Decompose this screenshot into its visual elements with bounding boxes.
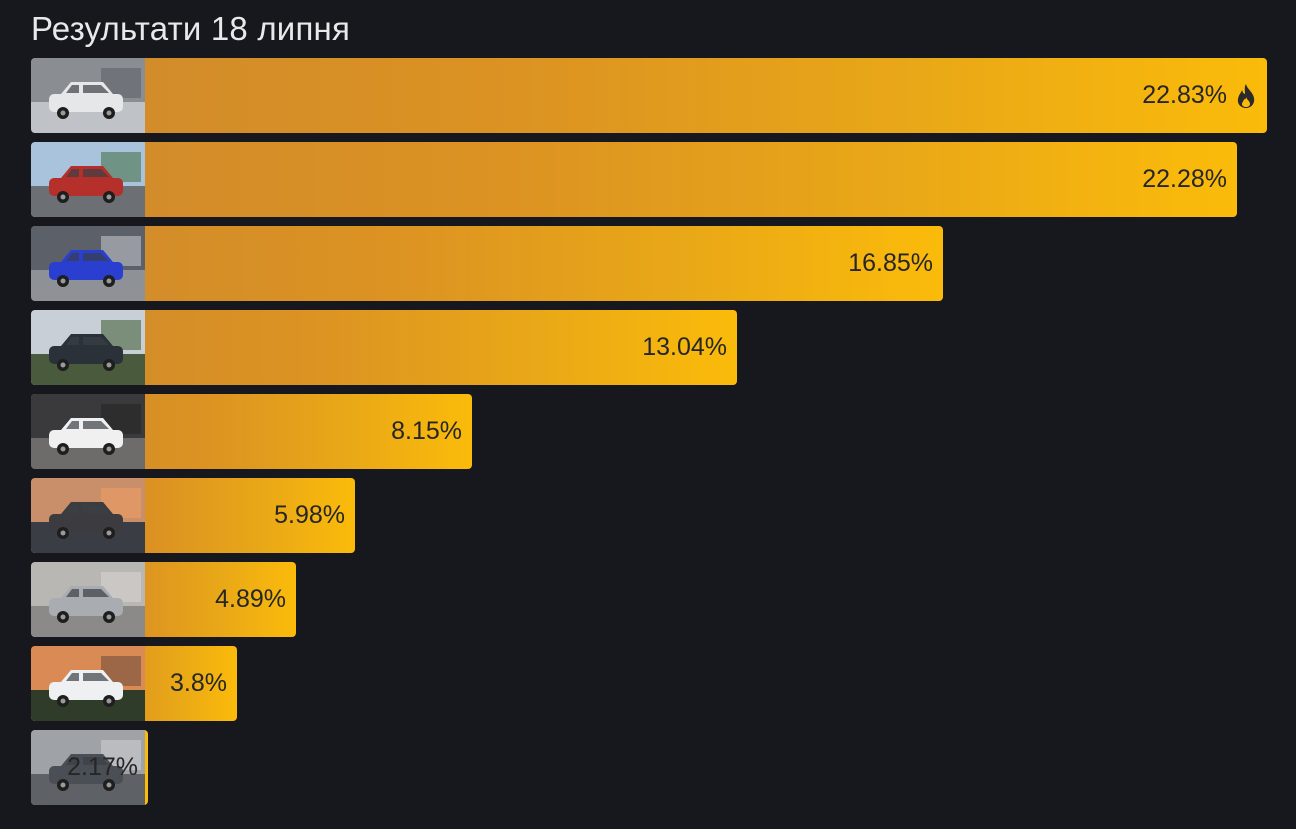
bar-5: 8.15% <box>31 394 472 469</box>
chart-title: Результати 18 липня <box>31 10 351 47</box>
bar-1: 22.83% <box>31 58 1267 133</box>
value-text: 8.15% <box>391 417 462 445</box>
bar-8: 3.8% <box>31 646 237 721</box>
bar-thumbnail-3 <box>31 226 145 301</box>
bar-value-label: 2.17% <box>67 730 138 805</box>
bar-row-8: 3.8% <box>31 646 237 721</box>
bar-thumbnail-8 <box>31 646 145 721</box>
bar-thumbnail-2 <box>31 142 145 217</box>
bar-value-label: 5.98% <box>274 478 345 553</box>
value-text: 16.85% <box>848 249 933 277</box>
bar-7: 4.89% <box>31 562 296 637</box>
bar-row-5: 8.15% <box>31 394 472 469</box>
bar-value-label: 8.15% <box>391 394 462 469</box>
bar-2: 22.28% <box>31 142 1237 217</box>
bar-value-label: 13.04% <box>642 310 727 385</box>
car-photo-4 <box>31 310 145 385</box>
car-photo-7 <box>31 562 145 637</box>
value-text: 5.98% <box>274 501 345 529</box>
bar-value-label: 22.83% <box>1142 58 1257 133</box>
car-photo-8 <box>31 646 145 721</box>
bar-row-3: 16.85% <box>31 226 943 301</box>
bar-row-7: 4.89% <box>31 562 296 637</box>
value-text: 2.17% <box>67 753 138 781</box>
bar-thumbnail-7 <box>31 562 145 637</box>
bar-value-label: 16.85% <box>848 226 933 301</box>
car-photo-6 <box>31 478 145 553</box>
bar-value-label: 4.89% <box>215 562 286 637</box>
bar-row-9: 2.17% <box>31 730 148 805</box>
bar-value-label: 3.8% <box>170 646 227 721</box>
bar-row-2: 22.28% <box>31 142 1237 217</box>
bar-thumbnail-4 <box>31 310 145 385</box>
bar-4: 13.04% <box>31 310 737 385</box>
bar-row-6: 5.98% <box>31 478 355 553</box>
bar-thumbnail-6 <box>31 478 145 553</box>
bar-row-4: 13.04% <box>31 310 737 385</box>
value-text: 13.04% <box>642 333 727 361</box>
bar-3: 16.85% <box>31 226 943 301</box>
car-photo-3 <box>31 226 145 301</box>
bar-6: 5.98% <box>31 478 355 553</box>
bar-row-1: 22.83% <box>31 58 1267 133</box>
bar-thumbnail-1 <box>31 58 145 133</box>
car-photo-9 <box>31 730 145 805</box>
value-text: 22.28% <box>1142 165 1227 193</box>
bar-thumbnail-9 <box>31 730 145 805</box>
fire-icon <box>1237 83 1255 108</box>
bar-value-label: 22.28% <box>1142 142 1227 217</box>
value-text: 22.83% <box>1142 81 1227 109</box>
bar-thumbnail-5 <box>31 394 145 469</box>
bar-9: 2.17% <box>31 730 148 805</box>
value-text: 4.89% <box>215 585 286 613</box>
car-photo-2 <box>31 142 145 217</box>
value-text: 3.8% <box>170 669 227 697</box>
car-photo-1 <box>31 58 145 133</box>
car-photo-5 <box>31 394 145 469</box>
